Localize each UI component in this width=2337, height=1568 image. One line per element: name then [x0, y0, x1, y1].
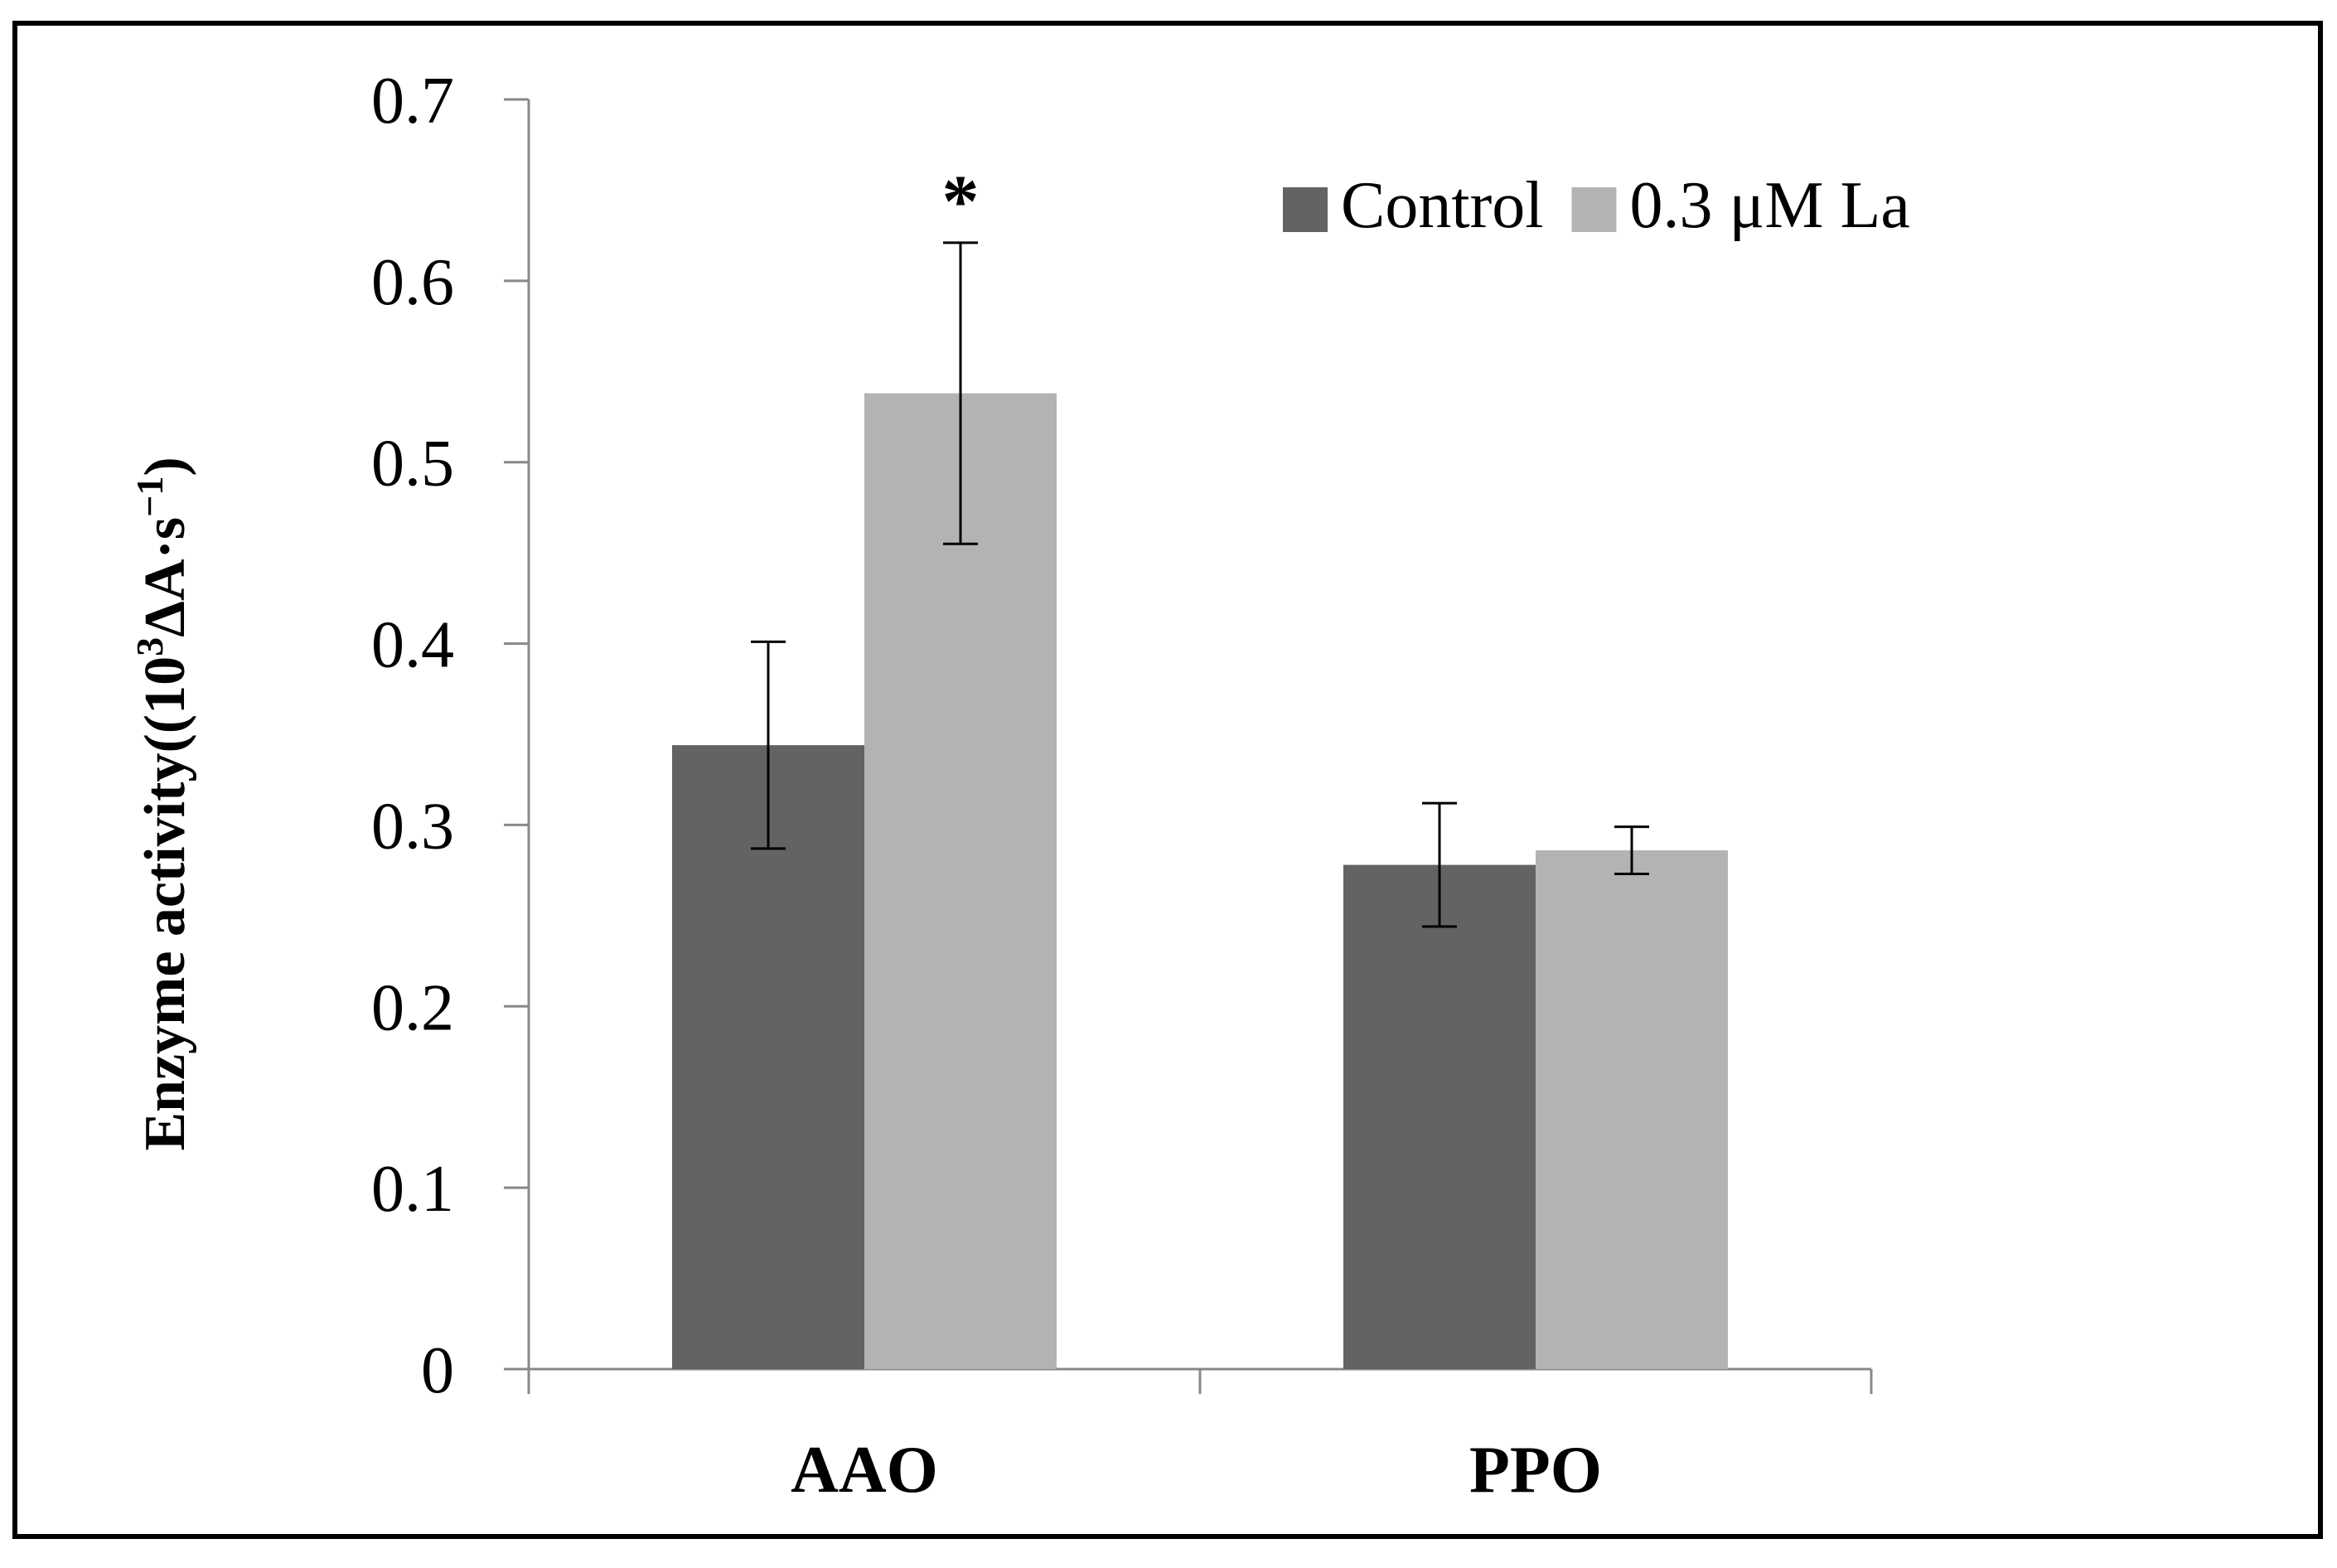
legend-label: 0.3 μM La	[1629, 169, 1909, 242]
x-category-label: AAO	[791, 1434, 938, 1507]
x-axis: AAO PPO	[527, 1367, 1873, 1507]
legend: Control 0.3 μM La	[1283, 169, 1910, 242]
y-tick-label: 0.6	[371, 246, 454, 319]
y-axis-label-close: )	[133, 457, 197, 476]
y-tick-label: 0.2	[371, 971, 454, 1044]
y-axis-label-sup2: −1	[128, 477, 171, 517]
y-tick-label: 0	[421, 1334, 454, 1407]
legend-label: Control	[1341, 169, 1543, 242]
bars	[672, 393, 1728, 1369]
annotations: *	[942, 161, 980, 243]
legend-swatch	[1571, 187, 1617, 232]
error-bars	[751, 241, 1649, 928]
y-tick-label: 0.1	[371, 1153, 454, 1226]
legend-swatch	[1283, 187, 1328, 232]
y-axis-label: Enzyme activity((103ΔA·s−1)	[128, 457, 197, 1150]
x-category-label: PPO	[1469, 1434, 1602, 1507]
y-axis-label-main: Enzyme activity((10	[133, 656, 197, 1151]
chart-border	[12, 21, 2323, 1539]
bar	[864, 393, 1057, 1369]
y-tick-label: 0.3	[371, 790, 454, 863]
significance-marker: *	[942, 161, 980, 243]
y-axis-label-sup1: 3	[128, 637, 171, 656]
y-axis-label-mid: ΔA·s	[133, 517, 197, 637]
y-tick-label: 0.7	[371, 65, 454, 138]
y-axis: 0 0.1 0.2 0.3 0.4 0.5 0.6 0.7	[371, 65, 530, 1407]
y-tick-label: 0.5	[371, 428, 454, 501]
bar	[1536, 850, 1728, 1369]
bar	[1343, 864, 1536, 1369]
y-tick-label: 0.4	[371, 609, 454, 682]
